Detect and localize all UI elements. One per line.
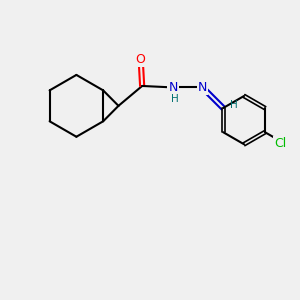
- Text: N: N: [198, 81, 207, 94]
- Text: H: H: [230, 100, 238, 110]
- Text: O: O: [136, 53, 146, 66]
- Text: H: H: [171, 94, 179, 103]
- Text: Cl: Cl: [274, 137, 287, 151]
- Text: N: N: [168, 81, 178, 94]
